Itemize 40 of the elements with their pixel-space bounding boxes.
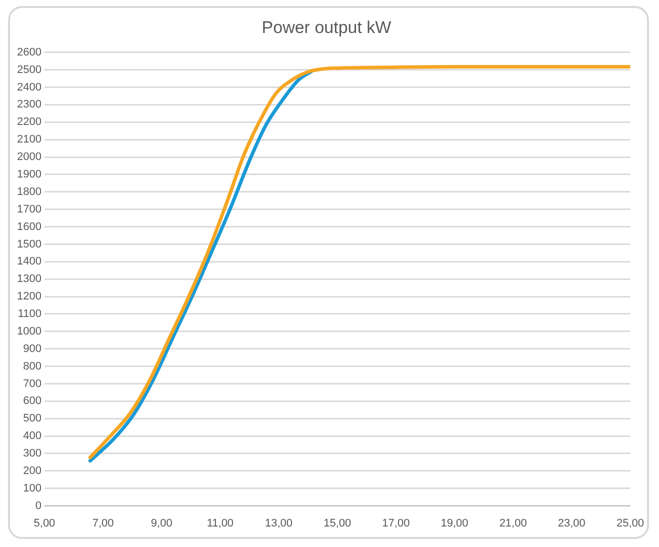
y-tick-label: 1100 <box>18 308 42 320</box>
x-tick-label: 15,00 <box>324 517 352 530</box>
x-tick-label: 23,00 <box>558 517 586 530</box>
y-tick-label: 900 <box>23 342 42 355</box>
y-tick-label: 1300 <box>16 273 42 286</box>
y-tick-label: 0 <box>35 500 42 512</box>
y-tick-label: 100 <box>23 482 42 494</box>
y-tick-label: 1500 <box>16 238 42 250</box>
y-tick-label: 2200 <box>16 116 42 128</box>
y-tick-label: 1200 <box>16 290 42 303</box>
x-tick-label: 9,00 <box>150 517 172 530</box>
x-tick-label: 21,00 <box>499 517 527 530</box>
y-tick-label: 1900 <box>16 168 42 180</box>
y-tick-label: 1400 <box>16 256 42 268</box>
x-tick-label: 7,00 <box>92 517 114 530</box>
y-tick-label: 2300 <box>16 98 42 111</box>
y-tick-label: 400 <box>23 430 42 442</box>
x-tick-label: 19,00 <box>440 517 468 530</box>
x-tick-label: 5,00 <box>34 517 56 530</box>
y-tick-label: 2100 <box>16 134 42 146</box>
y-tick-label: 200 <box>23 464 42 477</box>
y-tick-label: 700 <box>23 378 42 390</box>
y-tick-label: 1600 <box>16 220 42 233</box>
x-tick-label: 25,00 <box>616 517 644 530</box>
line-series <box>88 64 630 460</box>
y-tick-label: 1800 <box>16 186 42 198</box>
y-tick-label: 500 <box>23 412 42 425</box>
y-tick-label: 800 <box>23 360 42 372</box>
y-tick-label: 600 <box>23 395 42 408</box>
y-tick-label: 2500 <box>16 64 42 76</box>
y-tick-label: 2000 <box>16 151 42 164</box>
y-tick-label: 1700 <box>16 203 42 216</box>
x-tick-label: 17,00 <box>382 517 410 530</box>
x-tick-label: 11,00 <box>206 517 234 530</box>
y-tick-label: 1000 <box>16 325 42 338</box>
x-tick-label: 13,00 <box>265 517 293 530</box>
y-tick-label: 2400 <box>16 81 42 94</box>
y-tick-label: 2600 <box>16 46 42 58</box>
chart-title: Power output kW <box>262 18 392 37</box>
y-tick-label: 300 <box>23 448 42 460</box>
